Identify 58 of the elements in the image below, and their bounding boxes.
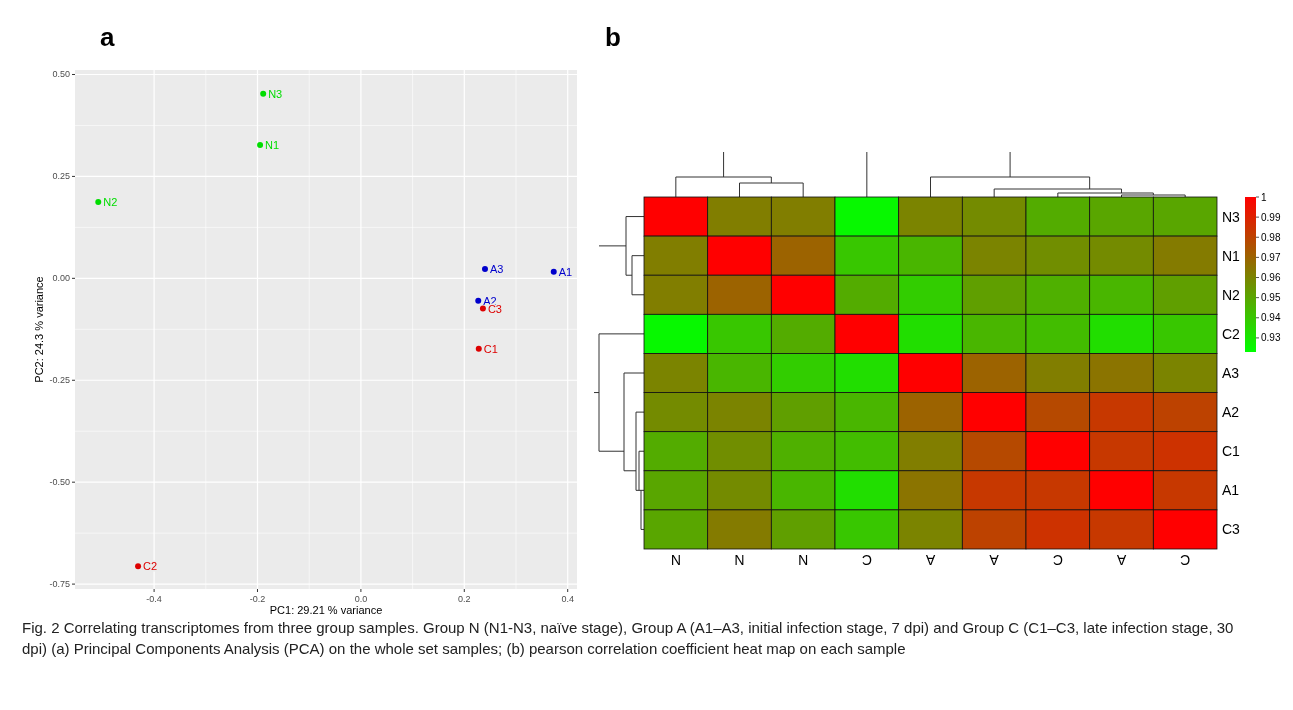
caption: Fig. 2 Correlating transcriptomes from three group samples. Group N (N1-N3, naïve stage), Group A (A1–A3, initial infection stage, 7 dpi) and Group C (C1–C3, late infection stage, 30 dpi) (a) Principal Components Analysis (PCA) on the whole set samples; (b) pearson correlation coefficient heat map on each sample: [22, 619, 1234, 657]
x-tick-label: C: [1180, 552, 1191, 568]
annotation: A3: [489, 262, 504, 275]
x-tick-label: N: [734, 552, 745, 568]
x-tick-label: A: [925, 552, 936, 568]
annotation: N2: [103, 196, 118, 209]
y-tick-label: A2: [1222, 404, 1240, 421]
x-tick-label: 0.4: [561, 594, 574, 604]
point: [260, 90, 267, 97]
y-tick-label: C2: [1222, 325, 1241, 342]
x-axis-title: PC1: 29.21 % variance: [269, 604, 383, 616]
x-tick-label: A: [988, 552, 999, 568]
color-bar-label: 0.95: [1261, 292, 1281, 304]
annotation: C1: [483, 342, 498, 355]
point: [475, 345, 482, 352]
y-tick-label: A3: [1222, 365, 1240, 381]
color-bar-label: 0.98: [1261, 231, 1281, 243]
y-tick-label: 0.50: [52, 69, 70, 80]
point: [257, 142, 264, 149]
color-bar-label: 0.93: [1261, 332, 1281, 344]
point: [475, 297, 482, 304]
color-bar-label: 1: [1261, 191, 1267, 203]
x-tick-label: C: [1052, 552, 1063, 568]
color-bar-label: 0.97: [1261, 251, 1281, 263]
annotation: A1: [558, 265, 573, 278]
y-tick-label: C3: [1222, 521, 1241, 538]
y-tick-label: -0.25: [49, 375, 70, 386]
x-tick-label: C: [861, 552, 872, 568]
color-bar-label: 0.99: [1261, 211, 1281, 223]
y-tick-label: N2: [1222, 286, 1241, 303]
point: [481, 265, 488, 272]
annotation: N3: [268, 87, 283, 100]
point: [479, 305, 486, 312]
color-bar-label: 0.96: [1261, 272, 1281, 284]
y-tick-label: N3: [1222, 208, 1241, 225]
chart-title: b: [605, 22, 621, 52]
y-axis-title: PC2: 24.3 % variance: [33, 276, 45, 383]
y-tick-label: C1: [1222, 443, 1241, 460]
y-tick-label: -0.50: [49, 477, 70, 488]
color-bar-label: 0.94: [1261, 312, 1281, 324]
x-tick-label: -0.2: [249, 594, 266, 604]
chart-title: a: [100, 22, 115, 52]
x-tick-label: 0.2: [458, 594, 471, 604]
point: [95, 199, 102, 206]
y-tick-label: -0.75: [49, 579, 70, 590]
x-tick-label: 0.0: [354, 594, 368, 604]
x-tick-label: N: [798, 552, 809, 568]
y-tick-label: N1: [1222, 247, 1241, 264]
x-tick-label: N: [670, 552, 681, 568]
x-tick-label: A: [1116, 552, 1127, 568]
y-tick-label: A1: [1222, 482, 1240, 499]
annotation: N1: [265, 139, 280, 152]
y-tick-label: 0.25: [52, 171, 70, 182]
annotation: C2: [143, 560, 158, 573]
point: [135, 563, 142, 570]
point: [550, 268, 557, 275]
x-tick-label: -0.4: [146, 594, 162, 604]
y-tick-label: 0.00: [52, 273, 70, 284]
